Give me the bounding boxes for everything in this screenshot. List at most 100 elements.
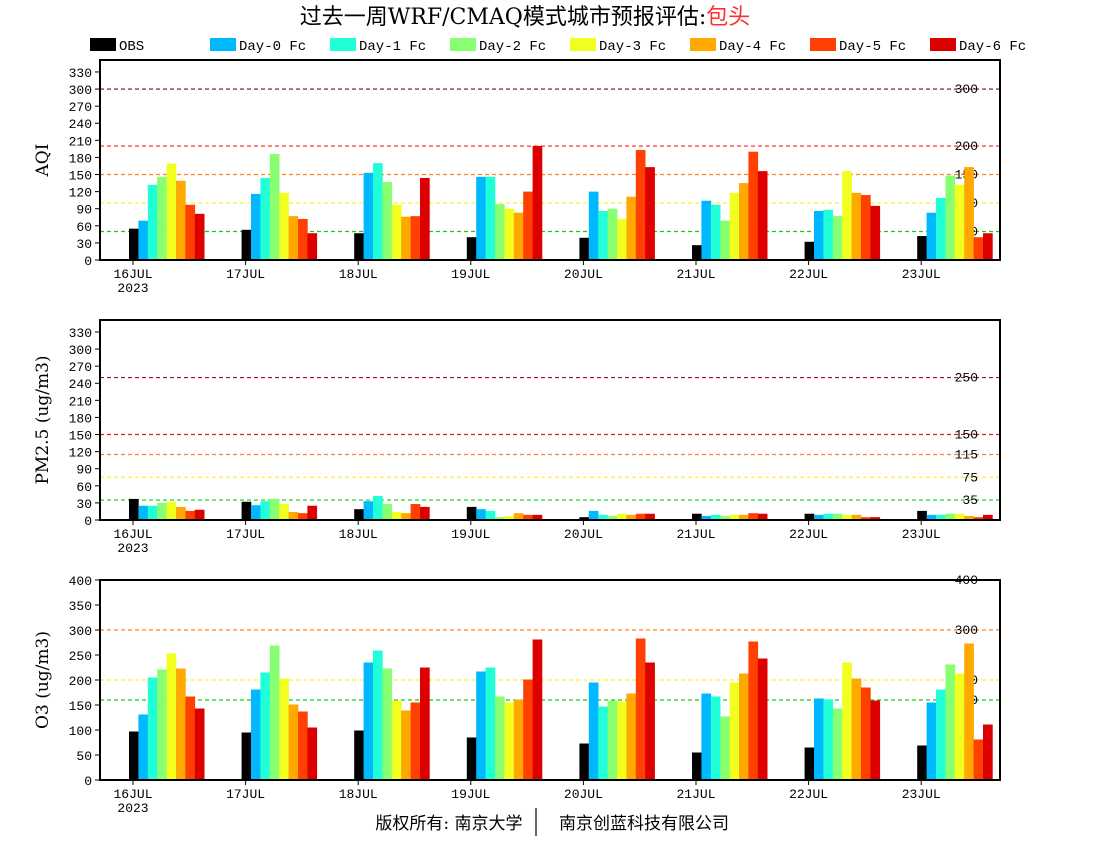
bar-day-4-fc (851, 514, 862, 520)
bar-day-4-fc (288, 216, 299, 260)
bar-day-5-fc (861, 517, 871, 520)
bar-day-1-fc (485, 176, 496, 260)
year-label: 2023 (117, 801, 148, 816)
bar-day-2-fc (157, 502, 167, 520)
y-tick-label: 250 (69, 649, 92, 664)
bar-day-5-fc (973, 517, 984, 520)
bar-day-2-fc (607, 700, 618, 780)
bar-day-2-fc (832, 708, 843, 780)
bar-day-1-fc (260, 672, 271, 780)
y-tick-label: 50 (76, 749, 92, 764)
bar-day-2-fc (269, 645, 280, 780)
bar-day-4-fc (964, 167, 974, 260)
bar-obs (354, 233, 364, 260)
bar-day-4-fc (401, 216, 411, 260)
bar-obs (692, 513, 702, 520)
legend-label: Day-5 Fc (839, 39, 906, 55)
y-tick-label: 270 (69, 100, 92, 115)
plot-frame (99, 59, 1001, 261)
bar-day-6-fc (532, 639, 543, 780)
bar-day-6-fc (420, 177, 430, 260)
y-tick-label: 300 (69, 624, 92, 639)
bar-day-3-fc (166, 653, 177, 780)
bar-day-1-fc (823, 209, 834, 260)
y-tick-label: 400 (69, 574, 92, 589)
bar-day-5-fc (185, 204, 196, 260)
y-tick-label: 100 (69, 724, 92, 739)
legend-label: Day-4 Fc (719, 39, 786, 55)
bar-day-5-fc (410, 504, 421, 520)
bar-day-1-fc (598, 210, 608, 260)
bar-day-4-fc (401, 710, 411, 780)
bar-day-3-fc (729, 514, 740, 520)
bar-day-3-fc (842, 171, 852, 260)
legend-swatch (810, 38, 836, 51)
x-tick-label: 16JUL (113, 787, 152, 802)
bar-day-4-fc (513, 212, 524, 260)
y-tick-label: 330 (69, 66, 92, 81)
bar-day-6-fc (194, 509, 205, 520)
bar-day-1-fc (936, 514, 946, 520)
bar-day-0-fc (251, 689, 261, 780)
bar-day-6-fc (307, 505, 318, 520)
bar-day-4-fc (626, 196, 637, 260)
bar-day-6-fc (645, 513, 655, 520)
bar-day-3-fc (954, 513, 965, 520)
bar-obs (466, 506, 477, 520)
title-city: 包头 (706, 5, 750, 30)
bar-obs (241, 501, 252, 520)
threshold-label: 150 (955, 428, 978, 443)
bar-day-5-fc (635, 513, 646, 520)
legend: OBS Day-0 Fc Day-1 Fc Day-2 Fc Day-3 Fc Day-4… (90, 38, 1026, 55)
y-tick-label: 300 (69, 343, 92, 358)
bar-day-2-fc (607, 516, 618, 520)
bar-day-1-fc (485, 667, 496, 780)
chart-title: 过去一周WRF/CMAQ模式城市预报评估:包头 (300, 5, 751, 30)
bar-day-5-fc (523, 514, 533, 520)
x-tick-label: 22JUL (789, 267, 828, 282)
y-axis-label: AQI (33, 144, 53, 178)
x-tick-label: 20JUL (564, 267, 603, 282)
bar-day-3-fc (954, 673, 965, 780)
legend-swatch (90, 38, 116, 51)
x-tick-label: 19JUL (451, 527, 490, 542)
bar-day-6-fc (870, 517, 881, 520)
bar-day-2-fc (832, 216, 843, 260)
y-tick-label: 120 (69, 186, 92, 201)
bar-day-3-fc (842, 662, 852, 780)
x-tick-label: 16JUL (113, 527, 152, 542)
bar-day-1-fc (710, 204, 721, 260)
bar-day-4-fc (288, 704, 299, 780)
bar-day-1-fc (936, 197, 946, 260)
bar-day-3-fc (617, 701, 627, 780)
bar-day-3-fc (617, 513, 627, 520)
y-tick-label: 150 (69, 169, 92, 184)
bar-day-5-fc (973, 237, 984, 260)
x-tick-label: 20JUL (564, 527, 603, 542)
panels: 3002001501005003060901201501802102402703… (33, 59, 1001, 816)
bar-day-1-fc (147, 184, 158, 260)
footer-right: 南京创蓝科技有限公司 (559, 814, 729, 834)
y-axis-label: O3 (ug/m3) (33, 631, 53, 729)
x-tick-label: 21JUL (676, 527, 715, 542)
bar-obs (354, 730, 364, 780)
bar-day-4-fc (964, 516, 974, 520)
y-tick-label: 0 (84, 254, 92, 269)
bar-day-5-fc (973, 739, 984, 780)
bar-obs (804, 747, 815, 780)
bar-day-6-fc (757, 658, 768, 780)
bar-day-1-fc (147, 505, 158, 520)
bar-day-5-fc (185, 510, 196, 520)
threshold-label: 75 (962, 470, 978, 485)
y-axis-label: PM2.5 (ug/m3) (33, 355, 53, 484)
legend-swatch (930, 38, 956, 51)
bar-day-3-fc (729, 192, 740, 260)
y-tick-label: 180 (69, 411, 92, 426)
threshold-label: 200 (955, 139, 978, 154)
threshold-label: 300 (955, 82, 978, 97)
bar-day-1-fc (598, 514, 608, 520)
x-tick-label: 17JUL (226, 787, 265, 802)
bar-day-0-fc (363, 501, 374, 520)
bar-day-2-fc (157, 176, 167, 260)
bar-day-6-fc (194, 213, 205, 260)
